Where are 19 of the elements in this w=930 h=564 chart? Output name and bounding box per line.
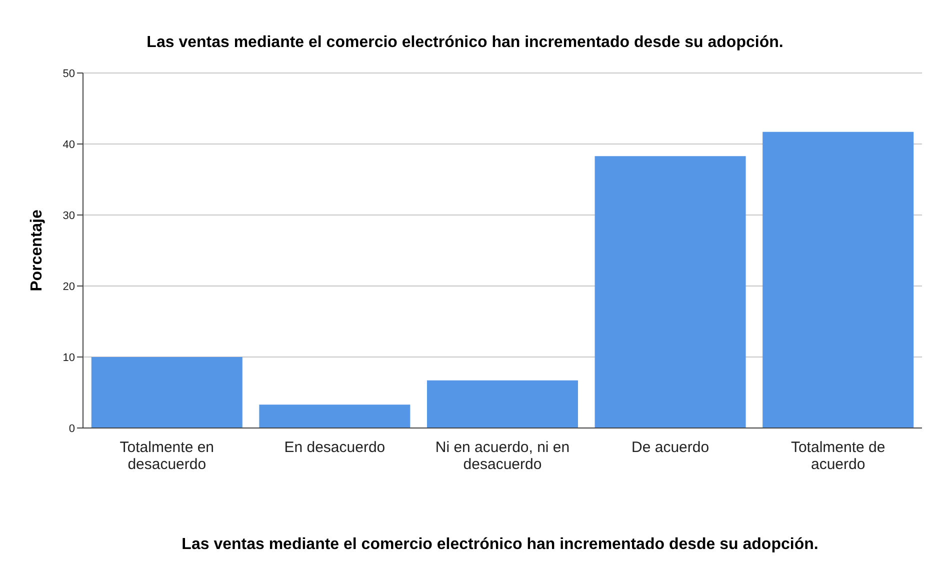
x-axis-title: Las ventas mediante el comercio electrónico han incrementado desde su adopción.: [180, 536, 820, 554]
y-tick-label: 40: [62, 138, 75, 151]
x-tick-label: Totalmente de acuerdo: [790, 439, 886, 473]
x-tick-label: De acuerdo: [632, 439, 710, 456]
y-axis-title: Porcentaje: [28, 209, 46, 292]
y-tick-label: 20: [62, 280, 75, 293]
chart-title: Las ventas mediante el comercio electrónico han incrementado desde su adopción.: [146, 34, 784, 52]
y-tick-label: 30: [62, 210, 75, 222]
x-tick-label: En desacuerdo: [284, 439, 386, 456]
x-tick-label: Totalmente en desacuerdo: [120, 439, 214, 473]
bar: [594, 156, 746, 428]
y-tick-label: 10: [62, 352, 75, 364]
y-tick-label: 50: [62, 68, 75, 80]
bar: [91, 357, 242, 428]
bar: [259, 404, 410, 428]
y-tick-label: 0: [68, 422, 75, 435]
x-tick-label: Ni en acuerdo, ni en desacuerdo: [435, 439, 570, 473]
bar: [762, 132, 914, 428]
bar: [426, 380, 578, 428]
